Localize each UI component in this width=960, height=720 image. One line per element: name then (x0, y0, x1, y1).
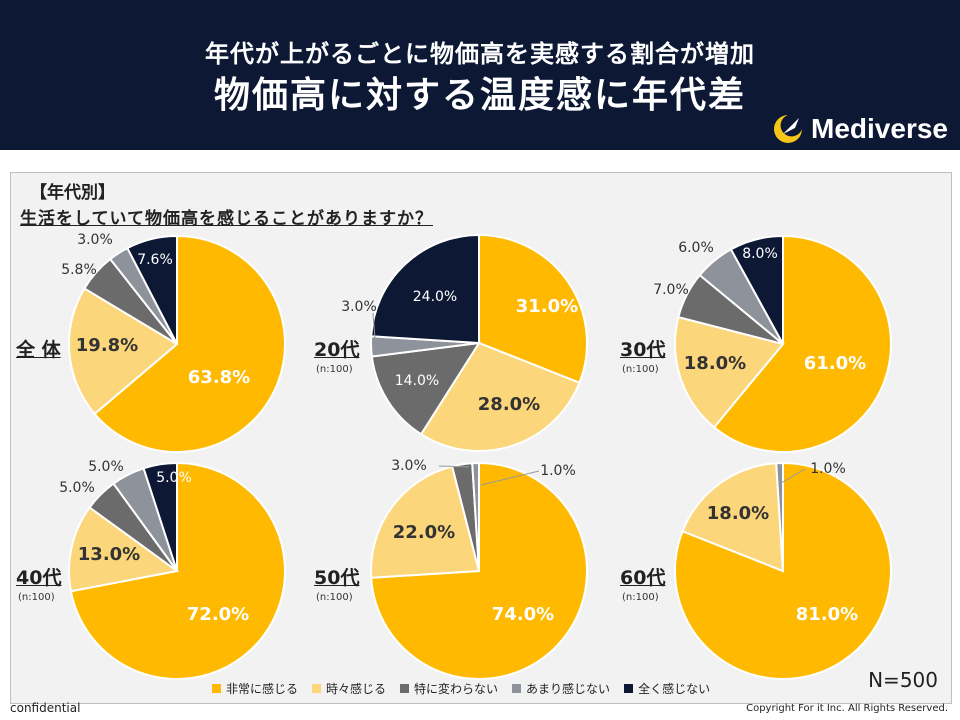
pie-group: 61.0% 18.0% 7.0% 6.0% 8.0% (653, 234, 892, 453)
slice-value-label: 24.0% (413, 289, 457, 305)
header-banner: 年代が上がるごとに物価高を実感する割合が増加 物価高に対する温度感に年代差 Me… (0, 0, 960, 150)
legend-label: 時々感じる (326, 682, 387, 696)
group-label-40s: 40代 (16, 567, 62, 589)
leader-line (780, 468, 806, 484)
pie-slice (93, 234, 286, 453)
slice-value-label: 28.0% (478, 394, 540, 415)
pie-group: 72.0% 13.0% 5.0% 5.0% 5.0% (59, 459, 286, 680)
slice-value-label: 5.0% (88, 459, 124, 475)
footer-copyright: Copyright For it Inc. All Rights Reserve… (746, 703, 948, 714)
sample-size: N=500 (868, 668, 938, 692)
slice-value-label: 18.0% (707, 503, 769, 524)
group-n-40s: (n:100) (18, 592, 55, 603)
slice-value-label: 19.8% (76, 335, 138, 356)
legend-swatch (400, 684, 410, 693)
slice-value-label: 3.0% (391, 458, 427, 474)
pie-group: 63.8% 19.8% 5.8% 3.0% 7.6% (61, 232, 286, 453)
slice-value-label: 14.0% (395, 373, 439, 389)
slice-value-label: 1.0% (810, 461, 846, 477)
pie-slice (142, 461, 178, 572)
slice-value-label: 74.0% (492, 604, 554, 625)
group-label-all: 全 体 (16, 339, 61, 361)
group-n-50s: (n:100) (316, 592, 353, 603)
legend-label: 全く感じない (638, 682, 711, 696)
slice-value-label: 1.0% (540, 463, 576, 479)
pie-group: 74.0% 22.0% 3.0% 1.0% (370, 458, 588, 680)
pie-slice (68, 506, 180, 593)
mediverse-logo: Mediverse (771, 110, 948, 148)
legend-item: 特に変わらない (400, 680, 498, 697)
group-label-50s: 50代 (314, 567, 360, 589)
leader-line (372, 312, 376, 340)
pie-slice (370, 465, 481, 579)
legend-swatch (212, 684, 221, 693)
legend-item: あまり感じない (512, 680, 610, 697)
slice-value-label: 5.8% (61, 262, 97, 278)
logo-text: Mediverse (811, 113, 948, 144)
question-text: 生活をしていて物価高を感じることがありますか？ (20, 209, 433, 229)
header-title: 物価高に対する温度感に年代差 (213, 75, 746, 116)
group-n-30s: (n:100) (622, 364, 659, 375)
group-label-30s: 30代 (620, 339, 666, 361)
legend-label: 特に変わらない (414, 682, 499, 696)
slice-value-label: 6.0% (678, 240, 714, 256)
slice-value-label: 7.0% (653, 282, 689, 298)
pie-slice (471, 461, 480, 572)
pie-slice (370, 341, 481, 436)
crescent-rocket-icon (774, 115, 803, 143)
pie-slice (126, 234, 178, 345)
pie-slice (419, 341, 581, 452)
slice-value-label: 3.0% (341, 299, 377, 315)
group-n-60s: (n:100) (622, 592, 659, 603)
slice-value-label: 22.0% (393, 522, 455, 543)
slice-value-label: 18.0% (684, 353, 746, 374)
pie-slice (674, 315, 785, 429)
pie-group: 31.0% 28.0% 14.0% 3.0% 24.0% (341, 233, 588, 452)
pie-group: 81.0% 18.0% 1.0% (674, 461, 892, 680)
slice-value-label: 5.0% (156, 470, 192, 486)
slice-value-label: 3.0% (77, 232, 113, 248)
legend-item: 非常に感じる (212, 680, 298, 697)
slice-value-label: 81.0% (796, 604, 858, 625)
legend-item: 全く感じない (624, 680, 710, 697)
slice-value-label: 5.0% (59, 480, 95, 496)
slice-value-label: 61.0% (804, 353, 866, 374)
footer-confidential: confidential (10, 701, 81, 715)
pie-slice (729, 234, 784, 345)
slice-value-label: 72.0% (187, 604, 249, 625)
group-label-20s: 20代 (314, 339, 360, 361)
legend-label: 非常に感じる (226, 682, 299, 696)
section-label: 【年代別】 (30, 183, 115, 203)
legend-swatch (624, 684, 634, 693)
legend-item: 時々感じる (312, 680, 386, 697)
leader-line (438, 465, 470, 468)
group-label-60s: 60代 (620, 567, 666, 589)
slice-value-label: 7.6% (137, 252, 173, 268)
pie-slice (478, 233, 588, 385)
leader-line (480, 470, 540, 486)
slice-value-label: 63.8% (188, 367, 250, 388)
legend-swatch (312, 684, 322, 693)
group-n-20s: (n:100) (316, 364, 353, 375)
pie-slice (681, 462, 785, 573)
legend-swatch (512, 684, 522, 693)
pie-slice (68, 287, 179, 416)
slice-value-label: 8.0% (742, 246, 778, 262)
chart-legend: 非常に感じる 時々感じる 特に変わらない あまり感じない 全く感じない (212, 680, 724, 697)
pie-slice (712, 234, 892, 453)
slice-value-label: 31.0% (516, 296, 578, 317)
pie-slice (775, 461, 784, 572)
slice-value-label: 13.0% (78, 544, 140, 565)
header-subtitle: 年代が上がるごとに物価高を実感する割合が増加 (205, 40, 755, 68)
legend-label: あまり感じない (526, 682, 611, 696)
